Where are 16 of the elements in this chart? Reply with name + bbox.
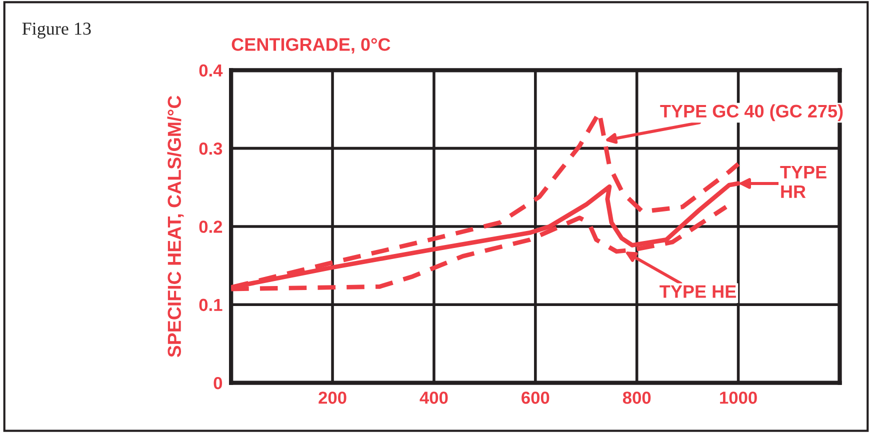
x-tick-label: 800	[622, 392, 651, 404]
x-tick-label: 200	[318, 392, 346, 404]
annotation: TYPE HR	[780, 166, 826, 198]
y-axis-title: SPECIFIC HEAT, CALS/GM/°C	[167, 96, 184, 358]
x-tick-label: 1000	[720, 392, 757, 404]
y-tick-label: 0.4	[199, 64, 223, 77]
x-tick-label: 400	[420, 392, 448, 404]
annotation: TYPE HE	[660, 285, 736, 298]
caption: Figure 13	[22, 22, 91, 38]
y-tick-label: 0.2	[199, 220, 222, 233]
y-tick-label: 0.3	[199, 142, 222, 155]
chart-title: CENTIGRADE, 0°C	[232, 38, 390, 54]
y-tick-label: 0.1	[199, 298, 222, 312]
x-tick-label: 600	[522, 392, 550, 404]
y-tick-label: 0	[214, 376, 222, 390]
annotation: TYPE GC 40 (GC 275)	[660, 104, 843, 122]
